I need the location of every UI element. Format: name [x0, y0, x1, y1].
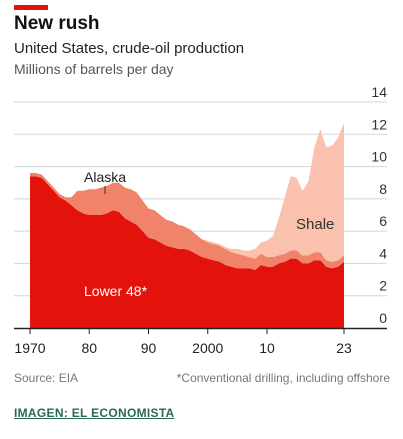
x-tick-label: 23 — [336, 340, 352, 356]
area-shale — [30, 123, 344, 262]
y-tick-label: 6 — [379, 213, 387, 229]
chart-units: Millions of barrels per day — [14, 61, 174, 77]
production-chart: 0 2 4 6 8 10 12 14 1970 80 90 2000 10 23 Lower 48* Al… — [14, 84, 387, 356]
area-alaska — [30, 173, 344, 270]
area-series — [30, 123, 344, 328]
x-tick-label: 2000 — [192, 340, 223, 356]
label-lower48: Lower 48* — [84, 283, 148, 299]
x-tick-label: 1970 — [14, 340, 45, 356]
source-note: Source: EIA — [14, 371, 79, 385]
area-lower48 — [30, 176, 344, 328]
y-tick-label: 14 — [371, 84, 387, 100]
footnote: *Conventional drilling, including offsho… — [176, 371, 390, 385]
y-axis-labels: 0 2 4 6 8 10 12 14 — [371, 84, 387, 326]
x-tick-label: 80 — [81, 340, 97, 356]
x-axis-ticks: 1970 80 90 2000 10 23 — [14, 327, 387, 356]
y-tick-label: 10 — [371, 149, 387, 165]
y-tick-label: 4 — [379, 245, 387, 261]
x-tick-label: 90 — [141, 340, 157, 356]
y-tick-label: 2 — [379, 278, 387, 294]
label-alaska: Alaska — [84, 169, 126, 185]
chart-subtitle: United States, crude-oil production — [14, 40, 245, 57]
series-annotations: Lower 48* Alaska Shale — [84, 169, 334, 299]
x-tick-label: 10 — [259, 340, 275, 356]
image-credit[interactable]: IMAGEN: EL ECONOMISTA — [14, 406, 175, 420]
y-tick-label: 8 — [379, 181, 387, 197]
label-shale: Shale — [296, 216, 334, 233]
y-tick-label: 12 — [371, 116, 387, 132]
y-tick-label: 0 — [379, 310, 387, 326]
accent-bar — [14, 5, 48, 10]
chart-title: New rush — [14, 13, 100, 34]
